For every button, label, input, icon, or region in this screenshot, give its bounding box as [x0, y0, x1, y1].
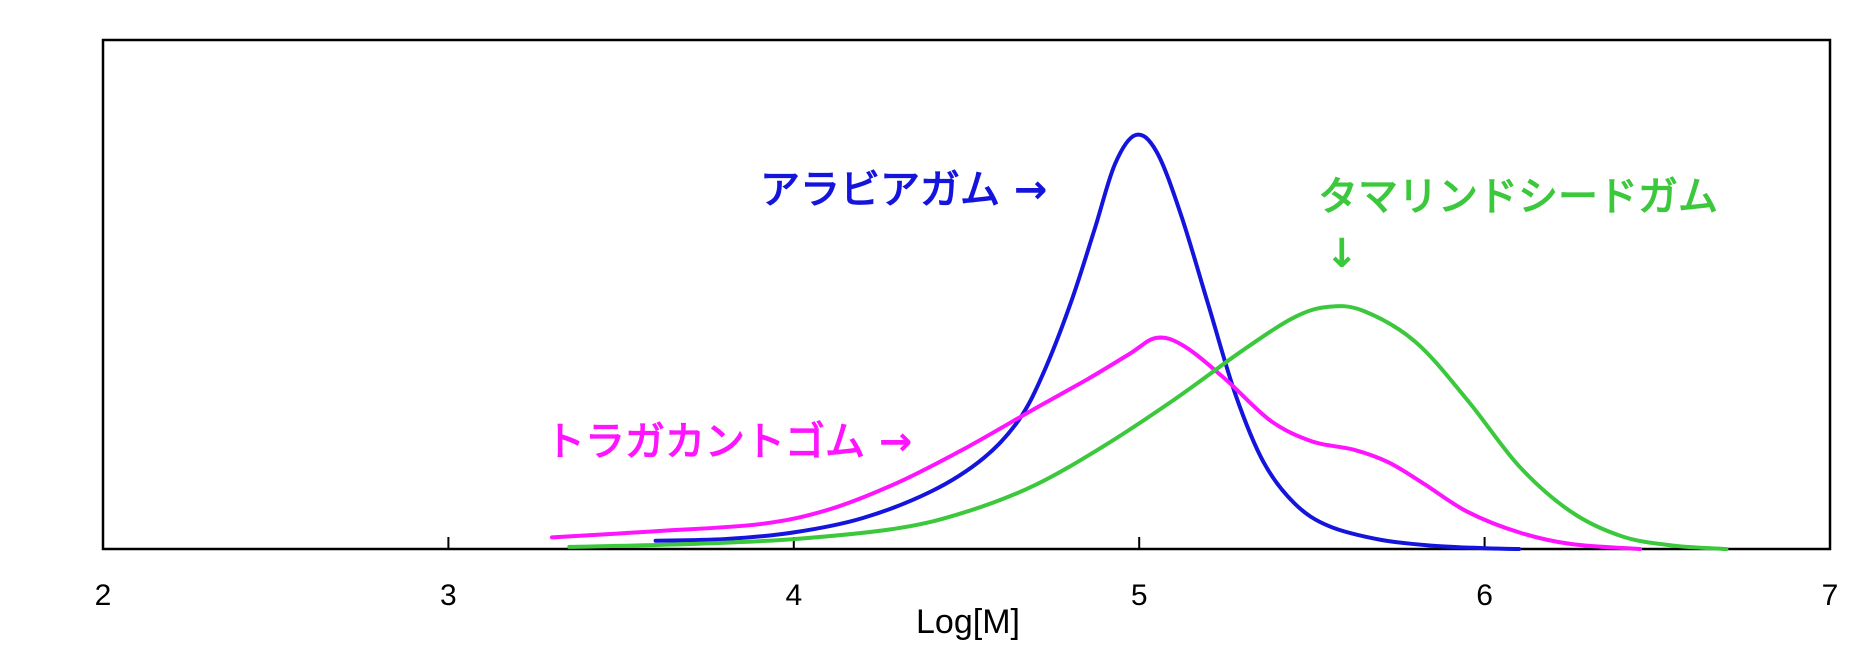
x-tick-label: 2 [95, 579, 112, 612]
series-line-arabic-gum [653, 132, 1522, 551]
series-line-tragacanth-gum [550, 335, 1642, 551]
x-tick-label: 4 [785, 579, 802, 612]
series-line-tamarind-seed-gum [567, 304, 1729, 551]
x-tick-label: 5 [1131, 579, 1148, 612]
annotation-tamarind-arrow: ↓ [1325, 231, 1359, 277]
annotations: アラビアガム → トラガカントゴム → タマリンドシードガム ↓ [545, 167, 1718, 465]
annotation-tamarind-seed-gum: タマリンドシードガム [1318, 174, 1718, 220]
annotation-tragacanth-gum: トラガカントゴム → [545, 419, 912, 465]
x-tick-label: 3 [440, 579, 457, 612]
x-ticks: 2 3 4 5 6 7 [95, 537, 1839, 612]
annotation-arabic-gum: アラビアガム → [760, 167, 1047, 213]
series-lines [550, 132, 1729, 551]
x-tick-label: 7 [1822, 579, 1839, 612]
plot-area-frame [101, 38, 1832, 551]
x-tick-label: 6 [1476, 579, 1493, 612]
x-axis-label: Log[M] [916, 603, 1020, 641]
